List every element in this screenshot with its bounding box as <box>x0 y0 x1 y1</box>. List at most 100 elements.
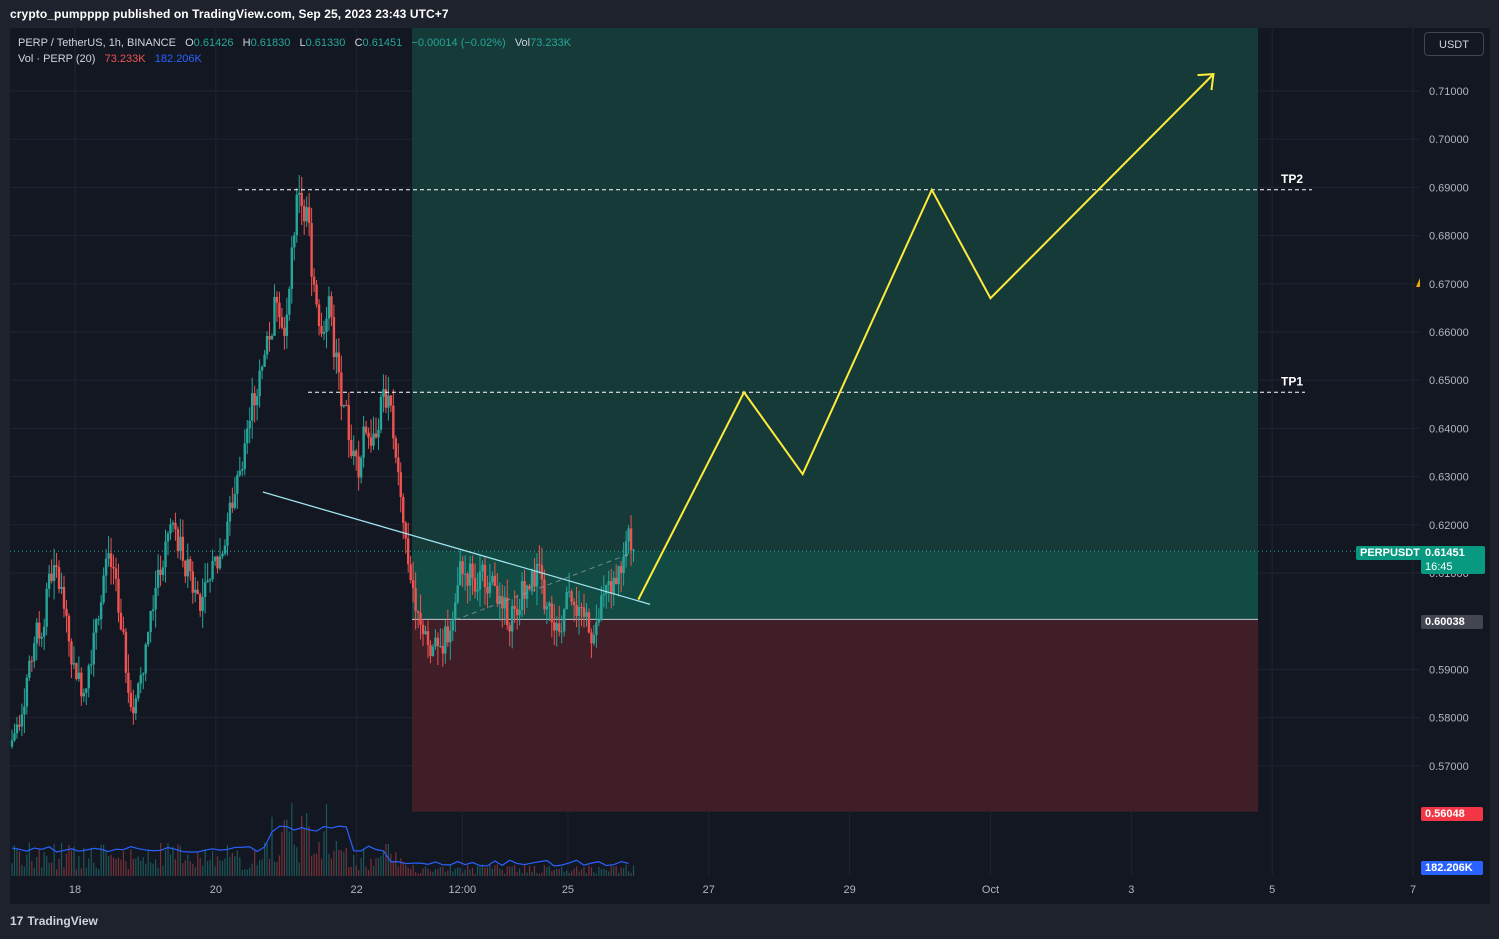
candle-body <box>104 558 108 576</box>
candle-body <box>134 698 138 714</box>
candle-body <box>488 582 492 594</box>
descending-trendline <box>262 491 651 605</box>
candle-body <box>288 288 291 315</box>
candle-body <box>45 588 48 627</box>
candle-body <box>35 622 38 644</box>
volume-bar <box>620 867 622 876</box>
candle-body <box>320 326 323 334</box>
volume-bar <box>21 865 23 876</box>
volume-bar <box>538 873 541 876</box>
volume-bar <box>112 857 115 876</box>
candle-body <box>421 624 425 635</box>
volume-bar <box>585 873 588 876</box>
candle-body <box>374 433 378 438</box>
target-zone-filled <box>412 551 1258 620</box>
volume-bar <box>263 842 266 876</box>
vol-indicator-value: 73.233K <box>104 53 146 65</box>
candle-body <box>607 581 610 585</box>
candle-body <box>406 538 410 565</box>
volume-bar <box>600 869 602 876</box>
candle-body <box>250 393 254 421</box>
volume-bars <box>11 803 635 876</box>
tradingview-logo[interactable]: 17 TradingView <box>10 914 98 928</box>
volume-bar <box>533 866 536 876</box>
volume-bar <box>551 871 553 876</box>
candle-body <box>305 207 308 222</box>
candle-body <box>189 559 192 572</box>
candle-body <box>619 566 623 574</box>
candle-body <box>156 569 160 588</box>
candle-body <box>394 438 398 458</box>
volume-bar <box>410 869 412 876</box>
candle-body <box>434 637 437 647</box>
volume-bar <box>442 866 444 876</box>
symbol-title[interactable]: PERP / TetherUS, 1h, BINANCE <box>18 37 176 49</box>
candle-body <box>463 573 467 575</box>
candle-body <box>151 609 155 612</box>
time-tick: 29 <box>844 884 856 896</box>
candle-body <box>176 529 180 552</box>
candle-body <box>478 571 482 590</box>
volume-bar <box>387 843 389 876</box>
candle-body <box>486 587 489 594</box>
volume-bar <box>254 850 256 876</box>
volume-bar <box>375 858 377 876</box>
legend: PERP / TetherUS, 1h, BINANCE O0.61426 H0… <box>18 35 571 67</box>
candle-body <box>268 335 271 340</box>
volume-bar <box>177 844 179 876</box>
volume-bar <box>330 858 333 876</box>
volume-bar <box>182 863 184 876</box>
volume-bar <box>578 871 580 876</box>
volume-bar <box>142 857 144 876</box>
volume-bar <box>174 859 177 876</box>
candle-body <box>451 619 454 631</box>
vol-indicator-title[interactable]: Vol · PERP (20) <box>18 53 96 65</box>
candle-body <box>340 372 343 407</box>
volume-bar <box>575 866 578 876</box>
volume-bar <box>184 860 186 876</box>
price-tick: 0.66000 <box>1429 327 1469 339</box>
candle-body <box>397 457 400 473</box>
volume-bar <box>325 804 328 876</box>
candle-body <box>201 596 204 611</box>
price-tick: 0.71000 <box>1429 86 1469 98</box>
volume-bar <box>219 860 221 876</box>
vol-ma-value: 182.206K <box>154 53 202 65</box>
volume-bar <box>372 865 375 876</box>
candle-body <box>62 586 66 609</box>
candle-body <box>411 580 415 589</box>
candle-body <box>20 714 24 727</box>
price-chart[interactable]: TP2 TP1 0.71000 0.70000 0.69000 0.68000 0.670… <box>0 0 1499 904</box>
candle-body <box>154 587 157 610</box>
price-tick: 0.58000 <box>1429 713 1469 725</box>
drawing-overlays[interactable]: TP2 TP1 <box>238 73 1420 621</box>
candle-body <box>122 629 125 632</box>
volume-bar <box>501 869 503 876</box>
volume-bar <box>469 869 471 876</box>
candle-body <box>278 302 281 318</box>
candle-body <box>402 496 405 523</box>
volume-bar <box>53 844 55 876</box>
candle-body <box>181 536 185 561</box>
volume-bar <box>281 832 283 876</box>
price-tick: 0.70000 <box>1429 134 1469 146</box>
stop-price-tag: 0.56048 <box>1421 807 1483 821</box>
volume-bar <box>526 872 528 876</box>
candle-body <box>226 521 229 546</box>
volume-bar <box>194 867 196 876</box>
volume-bar <box>152 863 154 876</box>
volume-bar <box>23 866 25 876</box>
currency-button[interactable]: USDT <box>1424 32 1484 56</box>
price-tick: 0.63000 <box>1429 472 1469 484</box>
candle-body <box>515 608 519 616</box>
candle-body <box>28 660 31 678</box>
volume-bar <box>553 869 555 876</box>
candle-body <box>476 589 479 592</box>
volume-bar <box>546 867 548 876</box>
candle-body <box>92 632 95 665</box>
candle-body <box>610 581 613 594</box>
candle-body <box>325 318 328 333</box>
volume-bar <box>385 843 387 876</box>
candle-body <box>612 577 615 594</box>
time-tick: 25 <box>562 884 574 896</box>
